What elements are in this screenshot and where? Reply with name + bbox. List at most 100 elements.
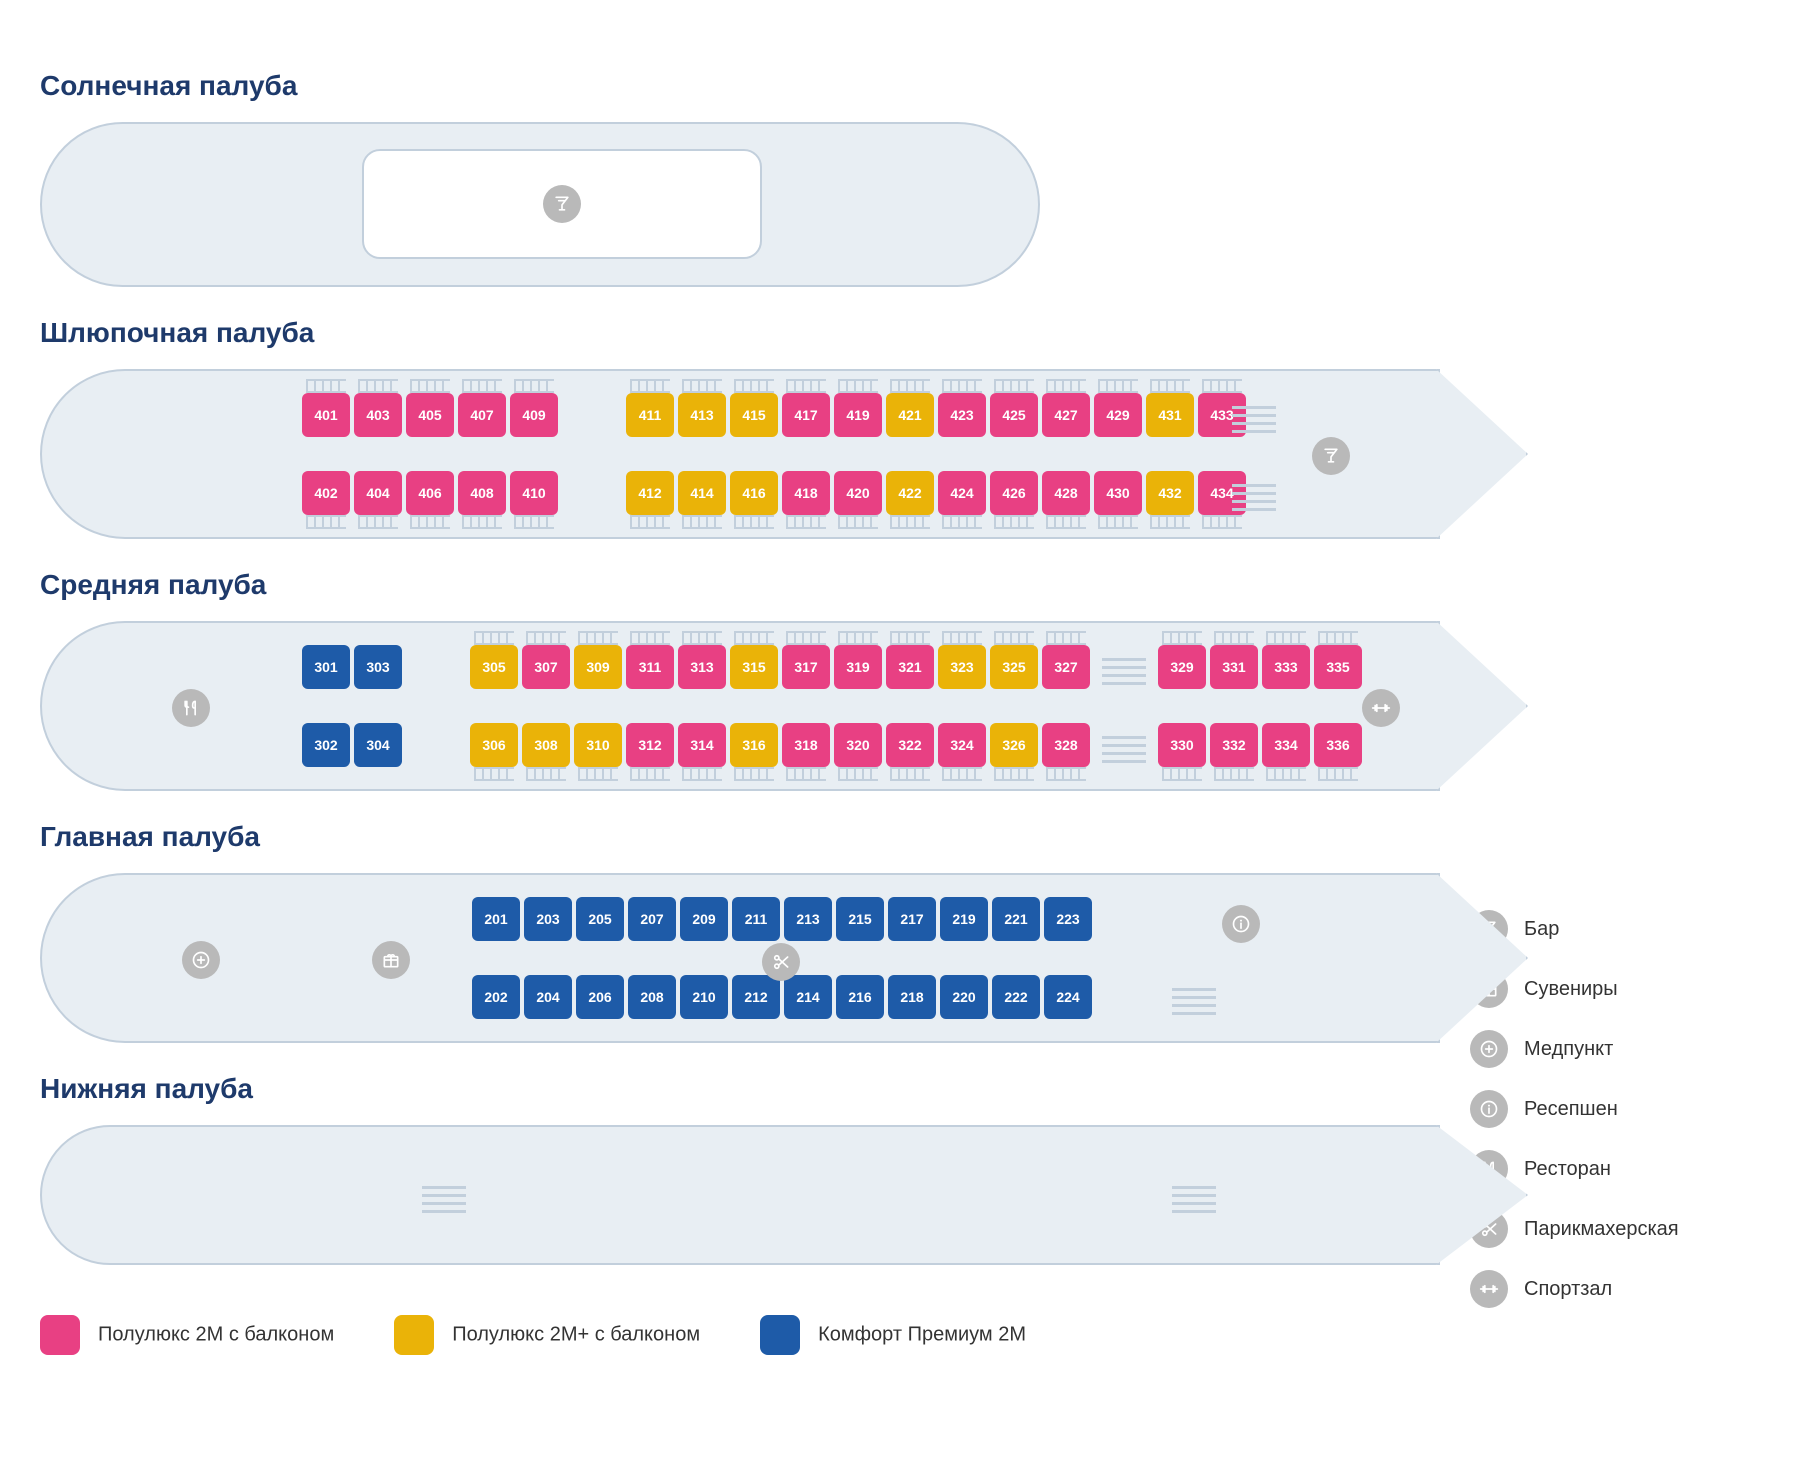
cabin-405[interactable]: 405 xyxy=(406,393,454,437)
cabin-418[interactable]: 418 xyxy=(782,471,830,515)
cabin-302[interactable]: 302 xyxy=(302,723,350,767)
stairs-icon xyxy=(1172,1181,1216,1213)
cabin-223[interactable]: 223 xyxy=(1044,897,1092,941)
cabin-201[interactable]: 201 xyxy=(472,897,520,941)
cabin-331[interactable]: 331 xyxy=(1210,645,1258,689)
cabin-414[interactable]: 414 xyxy=(678,471,726,515)
cabin-309[interactable]: 309 xyxy=(574,645,622,689)
legend-swatch-pink: Полулюкс 2М с балконом xyxy=(40,1315,334,1355)
cabin-332[interactable]: 332 xyxy=(1210,723,1258,767)
legend-label: Ресторан xyxy=(1524,1158,1611,1181)
cabin-326[interactable]: 326 xyxy=(990,723,1038,767)
cabin-313[interactable]: 313 xyxy=(678,645,726,689)
cabin-216[interactable]: 216 xyxy=(836,975,884,1019)
cabin-429[interactable]: 429 xyxy=(1094,393,1142,437)
cabin-220[interactable]: 220 xyxy=(940,975,988,1019)
cabin-203[interactable]: 203 xyxy=(524,897,572,941)
cabin-319[interactable]: 319 xyxy=(834,645,882,689)
legend-label: Бар xyxy=(1524,918,1559,941)
cabin-320[interactable]: 320 xyxy=(834,723,882,767)
cabin-322[interactable]: 322 xyxy=(886,723,934,767)
cabin-406[interactable]: 406 xyxy=(406,471,454,515)
cabin-325[interactable]: 325 xyxy=(990,645,1038,689)
cabin-308[interactable]: 308 xyxy=(522,723,570,767)
cabin-432[interactable]: 432 xyxy=(1146,471,1194,515)
cabin-221[interactable]: 221 xyxy=(992,897,1040,941)
legend-label: Комфорт Премиум 2М xyxy=(818,1324,1026,1346)
cabin-222[interactable]: 222 xyxy=(992,975,1040,1019)
cabin-430[interactable]: 430 xyxy=(1094,471,1142,515)
cabin-327[interactable]: 327 xyxy=(1042,645,1090,689)
cabin-417[interactable]: 417 xyxy=(782,393,830,437)
cabin-208[interactable]: 208 xyxy=(628,975,676,1019)
cabin-316[interactable]: 316 xyxy=(730,723,778,767)
cabin-205[interactable]: 205 xyxy=(576,897,624,941)
cabin-214[interactable]: 214 xyxy=(784,975,832,1019)
cabin-330[interactable]: 330 xyxy=(1158,723,1206,767)
cabin-421[interactable]: 421 xyxy=(886,393,934,437)
cabin-329[interactable]: 329 xyxy=(1158,645,1206,689)
cabin-419[interactable]: 419 xyxy=(834,393,882,437)
cabin-317[interactable]: 317 xyxy=(782,645,830,689)
cabin-209[interactable]: 209 xyxy=(680,897,728,941)
cabin-427[interactable]: 427 xyxy=(1042,393,1090,437)
cabin-307[interactable]: 307 xyxy=(522,645,570,689)
cabin-415[interactable]: 415 xyxy=(730,393,778,437)
cabin-219[interactable]: 219 xyxy=(940,897,988,941)
cabin-407[interactable]: 407 xyxy=(458,393,506,437)
cabin-426[interactable]: 426 xyxy=(990,471,1038,515)
cabin-314[interactable]: 314 xyxy=(678,723,726,767)
cabin-218[interactable]: 218 xyxy=(888,975,936,1019)
cabin-324[interactable]: 324 xyxy=(938,723,986,767)
cabin-213[interactable]: 213 xyxy=(784,897,832,941)
cabin-402[interactable]: 402 xyxy=(302,471,350,515)
legend-label: Парикмахерская xyxy=(1524,1218,1679,1241)
cabin-335[interactable]: 335 xyxy=(1314,645,1362,689)
cabin-336[interactable]: 336 xyxy=(1314,723,1362,767)
cabin-328[interactable]: 328 xyxy=(1042,723,1090,767)
cabin-301[interactable]: 301 xyxy=(302,645,350,689)
cabin-303[interactable]: 303 xyxy=(354,645,402,689)
cabin-408[interactable]: 408 xyxy=(458,471,506,515)
cabin-211[interactable]: 211 xyxy=(732,897,780,941)
cabin-420[interactable]: 420 xyxy=(834,471,882,515)
cabin-409[interactable]: 409 xyxy=(510,393,558,437)
deck-lower xyxy=(40,1125,1440,1265)
cabin-431[interactable]: 431 xyxy=(1146,393,1194,437)
cabin-412[interactable]: 412 xyxy=(626,471,674,515)
cabin-217[interactable]: 217 xyxy=(888,897,936,941)
cabin-410[interactable]: 410 xyxy=(510,471,558,515)
cabin-401[interactable]: 401 xyxy=(302,393,350,437)
cabin-333[interactable]: 333 xyxy=(1262,645,1310,689)
cabin-306[interactable]: 306 xyxy=(470,723,518,767)
cabin-312[interactable]: 312 xyxy=(626,723,674,767)
legend-medical: Медпункт xyxy=(1470,1030,1770,1068)
cabin-210[interactable]: 210 xyxy=(680,975,728,1019)
cabin-411[interactable]: 411 xyxy=(626,393,674,437)
cabin-423[interactable]: 423 xyxy=(938,393,986,437)
cabin-206[interactable]: 206 xyxy=(576,975,624,1019)
cabin-416[interactable]: 416 xyxy=(730,471,778,515)
cabin-334[interactable]: 334 xyxy=(1262,723,1310,767)
cabin-215[interactable]: 215 xyxy=(836,897,884,941)
cabin-428[interactable]: 428 xyxy=(1042,471,1090,515)
cabin-323[interactable]: 323 xyxy=(938,645,986,689)
cabin-204[interactable]: 204 xyxy=(524,975,572,1019)
cabin-422[interactable]: 422 xyxy=(886,471,934,515)
cabin-311[interactable]: 311 xyxy=(626,645,674,689)
cabin-404[interactable]: 404 xyxy=(354,471,402,515)
cabin-413[interactable]: 413 xyxy=(678,393,726,437)
cabin-424[interactable]: 424 xyxy=(938,471,986,515)
cabin-403[interactable]: 403 xyxy=(354,393,402,437)
cabin-224[interactable]: 224 xyxy=(1044,975,1092,1019)
cabin-207[interactable]: 207 xyxy=(628,897,676,941)
cabin-425[interactable]: 425 xyxy=(990,393,1038,437)
cabin-304[interactable]: 304 xyxy=(354,723,402,767)
cabin-202[interactable]: 202 xyxy=(472,975,520,1019)
cabin-318[interactable]: 318 xyxy=(782,723,830,767)
cabin-212[interactable]: 212 xyxy=(732,975,780,1019)
cabin-310[interactable]: 310 xyxy=(574,723,622,767)
cabin-321[interactable]: 321 xyxy=(886,645,934,689)
cabin-315[interactable]: 315 xyxy=(730,645,778,689)
cabin-305[interactable]: 305 xyxy=(470,645,518,689)
